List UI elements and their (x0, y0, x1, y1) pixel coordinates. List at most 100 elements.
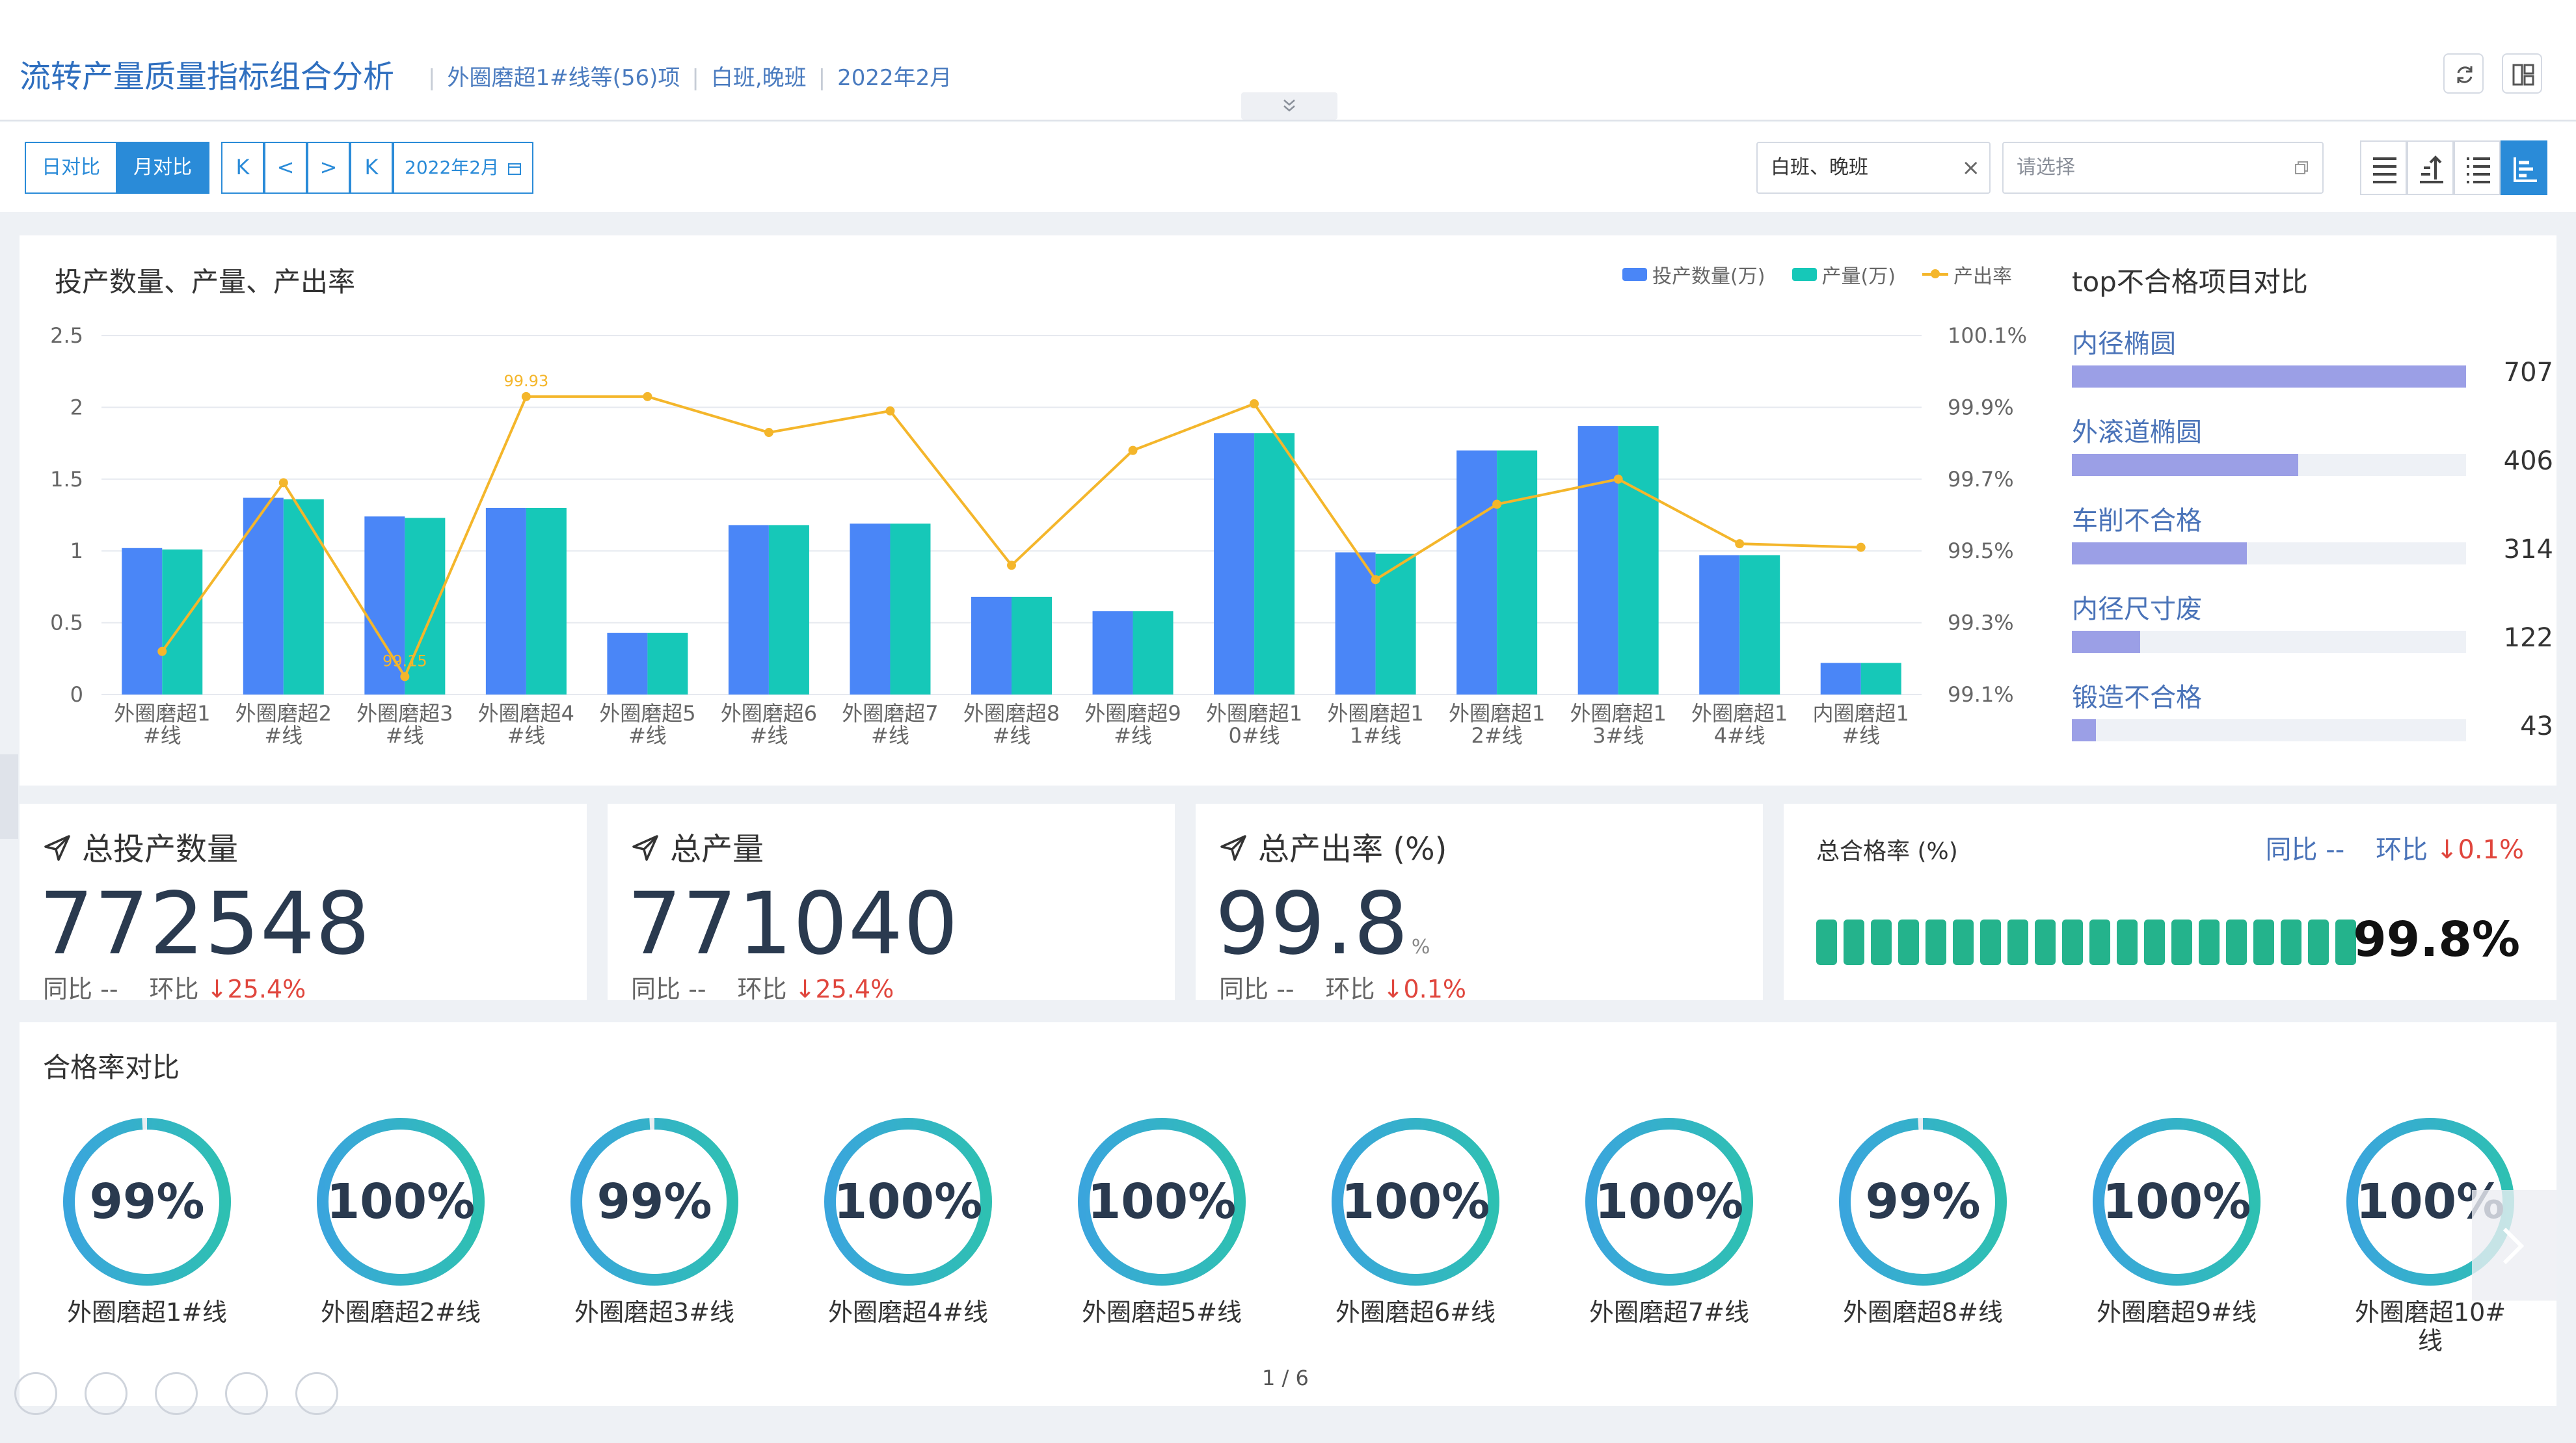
ring-gauge[interactable]: 100% (820, 1113, 997, 1290)
bar-input[interactable] (1699, 555, 1740, 695)
kpi-title-output-text: 总产量 (670, 831, 764, 867)
pass-rate-compare-card (20, 1022, 2556, 1406)
ring-gauge[interactable]: 100% (312, 1113, 489, 1290)
top-failure-item[interactable]: 锻造不合格 43 (2072, 676, 2553, 767)
month-compare-button[interactable]: 月对比 (116, 142, 209, 194)
bar-output[interactable] (1133, 611, 1174, 695)
rate-point[interactable] (1007, 561, 1016, 570)
bar-input[interactable] (1820, 663, 1861, 695)
bar-output[interactable] (405, 518, 446, 695)
bar-output[interactable] (647, 633, 688, 695)
bar-input[interactable] (1092, 611, 1133, 695)
progress-cell (2308, 920, 2329, 965)
refresh-button[interactable] (2443, 53, 2484, 94)
bar-output[interactable] (1860, 663, 1901, 695)
bar-input[interactable] (1214, 433, 1255, 695)
next-period-button[interactable]: > (307, 142, 350, 194)
shift-select[interactable]: 白班、晚班 × (1756, 142, 1991, 194)
rate-point[interactable] (764, 428, 773, 438)
last-period-button[interactable]: K (350, 142, 393, 194)
top-failure-item[interactable]: 车削不合格 314 (2072, 499, 2553, 590)
bar-input[interactable] (243, 497, 284, 695)
ring-gauge[interactable]: 99% (566, 1113, 743, 1290)
bar-output[interactable] (1254, 433, 1295, 695)
bar-input[interactable] (971, 596, 1012, 695)
rate-point[interactable] (521, 391, 531, 401)
rate-point[interactable] (1250, 399, 1259, 408)
top-failure-item[interactable]: 内径尺寸废 122 (2072, 588, 2553, 679)
bar-input[interactable] (1456, 450, 1497, 695)
copy-slide-icon[interactable] (155, 1372, 198, 1415)
bar-output[interactable] (1618, 426, 1659, 695)
pen-icon[interactable] (85, 1372, 127, 1415)
ring-gauge[interactable]: 99% (1834, 1113, 2011, 1290)
first-period-button[interactable]: K (221, 142, 264, 194)
bar-input[interactable] (1577, 426, 1618, 695)
play-icon[interactable] (14, 1372, 57, 1415)
rate-point[interactable] (157, 646, 167, 656)
kpi-title-rate-text: 总产出率 (%) (1258, 831, 1447, 867)
rate-point[interactable] (643, 391, 652, 401)
kpi-value-output: 771040 (627, 874, 959, 974)
more-icon[interactable] (295, 1372, 338, 1415)
item-select[interactable]: 请选择 (2002, 142, 2324, 194)
rate-point[interactable] (1492, 499, 1502, 509)
side-expand-handle[interactable] (0, 754, 18, 839)
rate-point[interactable] (278, 478, 288, 488)
prev-period-button[interactable]: < (264, 142, 307, 194)
ring-gauge[interactable]: 100% (2088, 1113, 2265, 1290)
next-page-button[interactable] (2472, 1190, 2556, 1301)
top-failure-item[interactable]: 内径椭圆 707 (2072, 323, 2553, 414)
bar-input[interactable] (850, 523, 891, 695)
ring-gauge[interactable]: 100% (1073, 1113, 1250, 1290)
view-chart-button[interactable] (2501, 140, 2547, 195)
rate-point[interactable] (1371, 575, 1380, 585)
rate-point[interactable] (885, 406, 895, 416)
ring-gauge[interactable]: 99% (59, 1113, 235, 1290)
ring-gauge[interactable]: 100% (1581, 1113, 1758, 1290)
layout-button[interactable] (2502, 53, 2542, 94)
ring-label: 外圈磨超2#线 (320, 1298, 481, 1327)
date-picker[interactable]: 2022年2月 (393, 142, 533, 194)
bar-output[interactable] (1012, 596, 1052, 695)
view-detail-button[interactable] (2454, 140, 2501, 195)
view-sort-button[interactable] (2407, 140, 2454, 195)
rate-point[interactable] (1735, 539, 1745, 549)
rate-point[interactable] (400, 672, 410, 682)
rate-point[interactable] (1613, 474, 1623, 484)
kpi-title-input-text: 总投产数量 (82, 831, 239, 867)
view-list-button[interactable] (2360, 140, 2407, 195)
bar-output[interactable] (1739, 555, 1780, 695)
top-failure-item[interactable]: 外滚道椭圆 406 (2072, 411, 2553, 502)
bar-input[interactable] (485, 507, 526, 695)
bar-input[interactable] (607, 633, 648, 695)
mom-value: ↓0.1% (2435, 835, 2524, 865)
bar-output[interactable] (1497, 450, 1538, 695)
rate-point[interactable] (1856, 542, 1866, 552)
top-failure-value: 314 (2503, 535, 2553, 564)
rate-point[interactable] (1128, 445, 1138, 455)
page-title: 流转产量质量指标组合分析 (20, 59, 395, 95)
clear-icon[interactable]: × (1961, 155, 1981, 181)
ring-gauge[interactable]: 100% (1327, 1113, 1504, 1290)
bar-input[interactable] (1335, 552, 1376, 695)
calendar-icon (507, 163, 521, 175)
kpi-title-output: 总产量 (631, 823, 764, 869)
day-compare-button[interactable]: 日对比 (25, 142, 117, 194)
pass-rate-compare: 同比 -- 环比 ↓0.1% (2266, 828, 2524, 866)
top-failure-bar (2072, 542, 2247, 564)
bar-output[interactable] (526, 507, 567, 695)
bar-output[interactable] (768, 525, 809, 695)
y-right-tick: 99.5% (1948, 538, 2014, 563)
collapse-toggle[interactable] (1241, 92, 1337, 120)
zoom-icon[interactable] (225, 1372, 268, 1415)
x-tick-label: #线 (143, 723, 181, 748)
bar-output[interactable] (1375, 553, 1416, 695)
bar-output[interactable] (890, 523, 931, 695)
x-tick-label: 外圈磨超1 (1691, 701, 1788, 726)
pass-rate-card: 总合格率 (%) 同比 -- 环比 ↓0.1% 99.8% (1784, 804, 2556, 1000)
bar-output[interactable] (283, 499, 324, 695)
top-failure-track (2072, 542, 2466, 564)
bar-input[interactable] (728, 525, 769, 695)
bar-input[interactable] (122, 548, 163, 695)
